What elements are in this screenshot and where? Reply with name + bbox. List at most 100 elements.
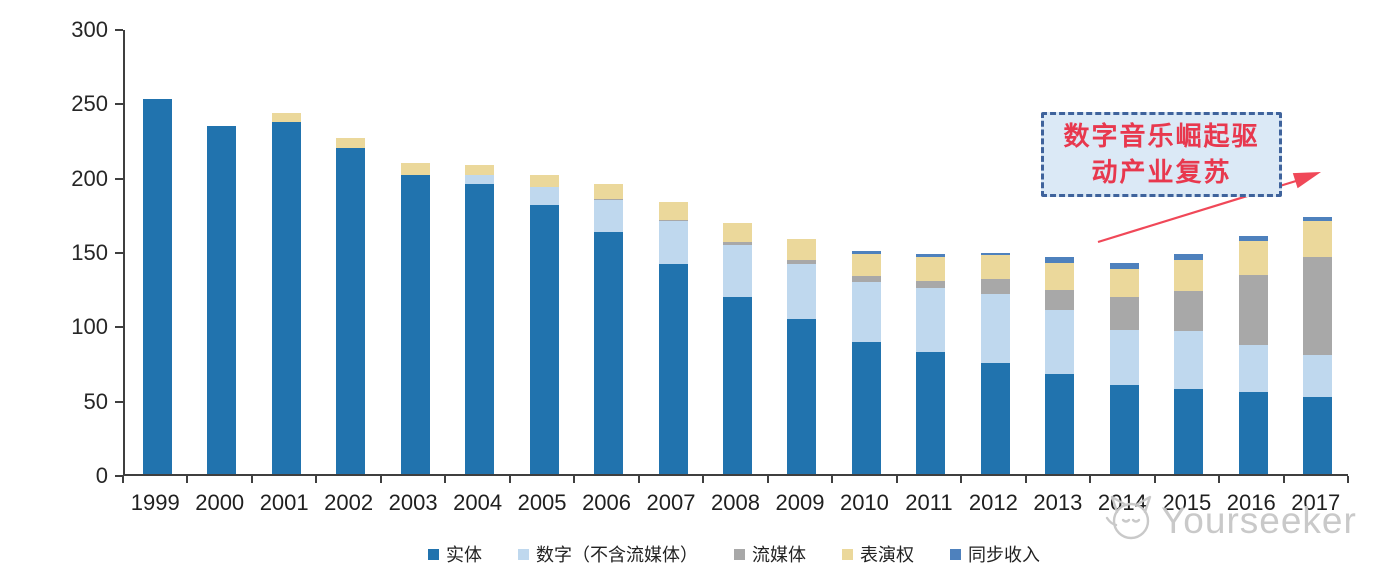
legend-label: 数字（不含流媒体） (536, 545, 698, 565)
y-axis-tick (115, 326, 123, 329)
x-axis-tick (960, 476, 963, 483)
bar-segment-2003 (400, 163, 430, 176)
x-axis-label-2005: 2005 (517, 490, 567, 515)
y-axis-tick (115, 400, 123, 403)
x-axis-label-2009: 2009 (775, 490, 825, 515)
bar-segment-2007 (658, 264, 688, 474)
bar-segment-2005 (529, 175, 559, 188)
bar-segment-2016 (1238, 344, 1268, 393)
x-axis-label-2000: 2000 (195, 490, 245, 515)
bar-2007 (641, 201, 705, 474)
watermark: Yourseeker (1104, 492, 1357, 549)
legend-item: 流媒体 (734, 541, 806, 567)
x-axis-label-2002: 2002 (324, 490, 374, 515)
x-axis-tick (1153, 476, 1156, 483)
bar-segment-2013 (1045, 262, 1075, 290)
y-axis-tick (115, 252, 123, 254)
x-axis-label-2013: 2013 (1033, 490, 1083, 515)
bar-segment-2014 (1109, 329, 1139, 385)
bar-segment-2011 (916, 256, 946, 281)
bar-2004 (447, 164, 511, 474)
bar-segment-2006 (594, 198, 624, 201)
bar-2000 (189, 126, 253, 474)
bar-segment-2014 (1109, 384, 1139, 474)
bar-segment-2011 (916, 280, 946, 289)
bar-segment-2007 (658, 221, 688, 265)
bar-segment-2006 (594, 231, 624, 474)
bar-segment-2013 (1045, 310, 1075, 375)
x-axis-label-1999: 1999 (130, 490, 180, 515)
x-axis-tick (1282, 476, 1285, 483)
legend-item: 同步收入 (950, 541, 1040, 567)
bar-segment-2015 (1174, 259, 1204, 292)
bar-segment-2014 (1109, 268, 1139, 298)
annotation-text-line2: 动产业复苏 (1091, 157, 1232, 187)
watermark-text: Yourseeker (1161, 499, 1357, 541)
bar-segment-1999 (142, 99, 172, 474)
bar-segment-2012 (980, 362, 1010, 474)
bar-segment-2001 (271, 121, 301, 474)
legend-swatch-icon (518, 548, 529, 560)
bar-segment-2007 (658, 219, 688, 222)
legend-swatch-icon (428, 548, 439, 560)
legend-label: 表演权 (860, 545, 914, 565)
x-axis-tick (444, 476, 447, 483)
bar-segment-2007 (658, 201, 688, 220)
bar-segment-2015 (1174, 389, 1204, 474)
bar-segment-2017 (1303, 216, 1333, 222)
bar-2016 (1221, 236, 1285, 474)
bar-segment-2014 (1109, 262, 1139, 269)
y-axis-tick-label: 100 (71, 314, 108, 340)
x-axis-label-2010: 2010 (839, 490, 889, 515)
bar-segment-2011 (916, 288, 946, 353)
bar-segment-2004 (465, 184, 495, 474)
bar-segment-2017 (1303, 256, 1333, 356)
bar-segment-2013 (1045, 374, 1075, 474)
y-axis-tick (115, 177, 123, 180)
bar-2010 (834, 251, 898, 474)
bar-segment-2006 (594, 200, 624, 232)
y-axis-tick-label: 200 (71, 165, 108, 191)
x-axis-label-2011: 2011 (905, 490, 953, 515)
x-axis-tick (895, 476, 898, 483)
bar-2012 (963, 252, 1027, 474)
bar-2017 (1286, 216, 1350, 474)
legend-label: 同步收入 (968, 545, 1040, 565)
y-axis-tick (115, 29, 123, 31)
bar-segment-2005 (529, 187, 559, 205)
x-axis-label-2003: 2003 (388, 490, 438, 515)
bar-segment-2010 (851, 251, 881, 254)
bar-segment-2006 (594, 184, 624, 199)
bar-segment-2002 (336, 138, 366, 149)
bar-segment-2015 (1174, 331, 1204, 390)
x-axis-tick (1024, 476, 1027, 483)
bar-2005 (512, 175, 576, 474)
bar-segment-2009 (787, 239, 817, 260)
bar-segment-2012 (980, 255, 1010, 280)
bar-segment-2012 (980, 252, 1010, 256)
x-axis-label-2017: 2017 (1291, 490, 1341, 515)
bar-segment-2010 (851, 282, 881, 342)
bar-segment-2016 (1238, 240, 1268, 275)
x-axis-label-2015: 2015 (1162, 490, 1212, 515)
bar-segment-2013 (1045, 289, 1075, 311)
bar-segment-2016 (1238, 274, 1268, 345)
bar-segment-2002 (336, 148, 366, 474)
bar-segment-2003 (400, 175, 430, 474)
y-axis-tick-label: 50 (83, 388, 108, 414)
legend-label: 实体 (446, 545, 482, 565)
bar-2013 (1028, 256, 1092, 474)
x-axis-tick (702, 476, 705, 483)
bar-2008 (705, 222, 769, 474)
x-axis-label-2004: 2004 (453, 490, 503, 515)
bar-segment-2017 (1303, 221, 1333, 257)
bar-segment-2014 (1109, 297, 1139, 330)
legend-swatch-icon (950, 548, 961, 560)
y-axis-tick-label: 300 (71, 17, 108, 42)
bar-segment-2015 (1174, 291, 1204, 332)
bar-segment-2008 (722, 222, 752, 243)
bar-segment-2009 (787, 264, 817, 320)
bar-2003 (383, 163, 447, 474)
x-axis-tick (1218, 476, 1221, 483)
bar-2002 (318, 138, 382, 474)
